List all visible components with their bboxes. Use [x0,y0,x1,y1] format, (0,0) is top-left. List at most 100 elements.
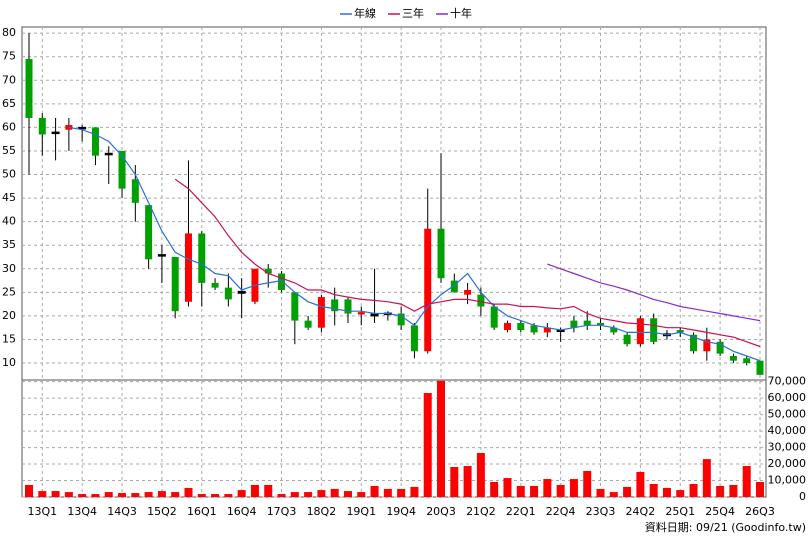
candle-body [397,313,405,326]
volume-bar [118,493,127,497]
volume-bar [543,479,552,497]
volume-tick-label: 20,000 [768,457,807,470]
volume-bar [450,467,459,497]
x-tick-label: 13Q1 [27,505,57,518]
candle-body [503,322,511,331]
x-tick-label: 23Q3 [586,505,616,518]
volume-tick-label: 50,000 [768,408,807,421]
candle-body [291,292,299,321]
candle-body [264,268,272,274]
candle-body [623,334,631,345]
y-tick-label: 50 [2,168,16,181]
y-tick-label: 25 [2,285,16,298]
candle-body [65,125,73,130]
volume-bar [317,490,326,497]
volume-bar [104,492,113,497]
volume-bar [516,485,525,497]
x-tick-label: 16Q4 [227,505,257,518]
volume-bar [676,490,685,497]
y-tick-label: 35 [2,238,16,251]
volume-bar [490,482,499,497]
volume-bar [702,459,711,497]
x-tick-label: 17Q3 [267,505,297,518]
volume-tick-label: 60,000 [768,391,807,404]
footnote: 資料日期: 09/21 (Goodinfo.tw) [645,520,806,534]
candle-body [650,318,658,342]
volume-bar [171,492,180,497]
x-tick-label: 20Q3 [426,505,456,518]
candle-body [477,294,485,307]
candle-body [317,297,325,328]
volume-bar [397,488,406,497]
y-tick-label: 20 [2,309,16,322]
ma-line [68,126,761,362]
candle-body [278,273,286,290]
candle-body [490,306,498,328]
volume-bar [530,485,539,497]
candle-body [38,117,46,135]
candle-body [370,313,379,317]
volume-bar [264,484,273,497]
y-tick-label: 70 [2,73,16,86]
candle-body [104,152,113,156]
candle-body [237,290,246,294]
volume-bar [662,487,671,497]
candle-body [357,312,365,315]
x-tick-label: 13Q4 [67,505,97,518]
volume-tick-label: 10,000 [768,474,807,487]
y-tick-label: 30 [2,262,16,275]
volume-bar [689,483,698,497]
candle-body [464,289,472,295]
volume-bar [330,488,339,497]
candle-body [530,325,538,333]
candle-body [450,280,458,293]
y-tick-label: 10 [2,356,16,369]
candle-body [145,205,153,260]
x-tick-label: 14Q3 [107,505,137,518]
candle-body [184,233,192,302]
candle-body [51,131,60,135]
volume-bar [649,483,658,497]
candle-body [118,150,126,189]
volume-bar [569,479,578,497]
candle-body [410,325,418,352]
candle-body [131,179,139,203]
volume-bar [91,494,100,497]
volume-bar [277,494,286,497]
volume-tick-label: 0 [799,490,806,503]
volume-bar [237,490,246,497]
x-tick-label: 19Q4 [386,505,416,518]
x-tick-label: 19Q1 [346,505,376,518]
legend-label: 三年 [402,6,424,20]
plot-frame [21,26,767,498]
candle-body [597,322,605,326]
candle-body [25,59,33,118]
volume-tick-label: 40,000 [768,424,807,437]
x-tick-label: 25Q4 [705,505,735,518]
candle-body [703,339,711,352]
x-tick-label: 24Q2 [626,505,656,518]
volume-bar [410,486,419,497]
volume-bar [476,453,485,497]
volume-bar [131,493,140,497]
candle-body [517,322,525,331]
ma-line [174,178,761,348]
candle-body [331,299,339,312]
volume-bar [51,491,60,497]
volume-bar [716,485,725,497]
volume-tick-label: 30,000 [768,441,807,454]
volume-tick-label: 70,000 [768,375,807,388]
candle-body [437,228,445,279]
volume-bar [556,484,565,497]
volume-bar [144,492,153,497]
legend-label: 年線 [354,6,376,20]
candle-body [78,126,87,130]
candle-body [716,341,724,354]
x-tick-label: 25Q1 [665,505,695,518]
candle-body [211,282,219,288]
volume-bar [756,482,764,497]
volume-bar [184,487,193,497]
volume-bar [503,478,512,497]
y-tick-label: 60 [2,120,16,133]
